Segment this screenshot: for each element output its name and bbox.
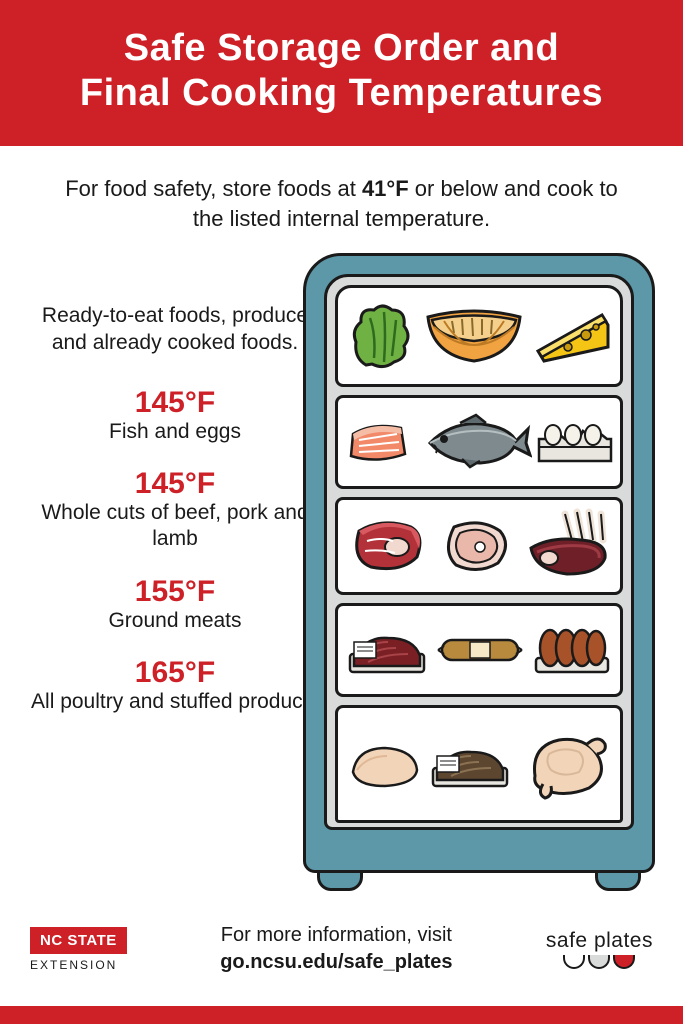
ground-poultry-icon — [427, 736, 513, 792]
footer: NC STATE EXTENSION For more information,… — [0, 922, 683, 1006]
bowls-icon — [563, 955, 635, 969]
whole-chicken-icon — [515, 724, 615, 804]
footer-info: For more information, visit go.ncsu.edu/… — [145, 922, 528, 976]
ncstate-block: NC STATE — [30, 927, 127, 954]
shelf-labels-list: Ready-to-eat foods, produce and already … — [20, 253, 320, 737]
sausage-links-icon — [530, 624, 614, 676]
fridge-body — [303, 253, 655, 873]
page-title: Safe Storage Order and Final Cooking Tem… — [30, 26, 653, 116]
fish-icon — [416, 411, 532, 473]
shelf-5-poultry — [335, 705, 623, 823]
ncstate-logo: NC STATE EXTENSION — [30, 927, 127, 972]
bottom-red-bar — [0, 1006, 683, 1024]
shelf-3-wholemeat — [335, 497, 623, 595]
shelf-label-1: 145°F Fish and eggs — [30, 386, 320, 445]
header-banner: Safe Storage Order and Final Cooking Tem… — [0, 0, 683, 146]
shelf-label-4: 165°F All poultry and stuffed products — [30, 656, 320, 715]
cantaloupe-icon — [424, 307, 524, 365]
fridge-illustration — [303, 253, 655, 873]
main-content: Ready-to-eat foods, produce and already … — [0, 253, 683, 737]
cheese-icon — [532, 307, 612, 365]
salmon-steak-icon — [343, 416, 413, 468]
shelf-label-0: Ready-to-eat foods, produce and already … — [30, 303, 320, 356]
extension-label: EXTENSION — [30, 958, 117, 972]
safeplates-logo: safe plates — [546, 929, 653, 969]
shelf-4-ground — [335, 603, 623, 697]
intro-text: For food safety, store foods at 41°F or … — [0, 146, 683, 254]
sausage-roll-icon — [434, 632, 526, 668]
pork-chop-icon — [436, 513, 514, 579]
shelf-label-2: 145°F Whole cuts of beef, pork and lamb — [30, 467, 320, 553]
shelf-1-produce — [335, 285, 623, 387]
shelf-label-3: 155°F Ground meats — [30, 575, 320, 634]
lamb-rack-icon — [521, 508, 613, 584]
lettuce-icon — [346, 300, 416, 372]
eggs-icon — [535, 417, 615, 467]
shelf-2-fish-eggs — [335, 395, 623, 489]
ground-beef-icon — [344, 622, 430, 678]
fridge-inner — [324, 274, 634, 830]
steak-icon — [345, 513, 429, 579]
chicken-breast-icon — [343, 736, 425, 792]
